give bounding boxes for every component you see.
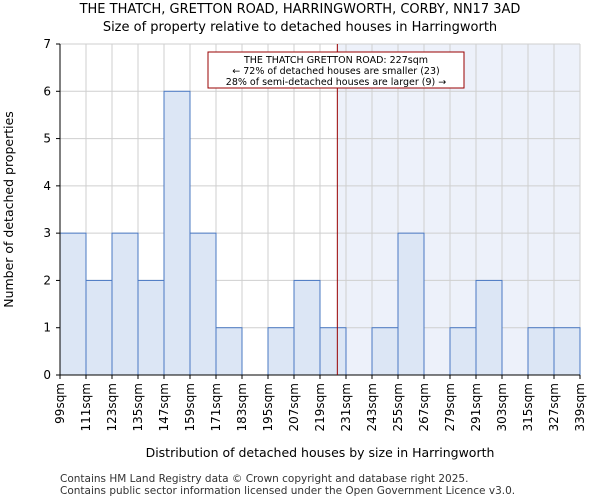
histogram-bar [85,279,113,376]
y-tick-label: 6 [43,84,51,98]
annotation-line: 28% of semi-detached houses are larger (… [226,77,446,88]
y-tick-label: 3 [43,226,51,240]
histogram-bar [59,232,87,376]
x-tick-label: 255sqm [391,383,405,431]
histogram-bar [449,327,477,376]
x-tick-label: 111sqm [79,383,93,431]
histogram-bar [163,90,191,376]
x-tick-label: 231sqm [339,383,353,431]
x-tick-label: 207sqm [287,383,301,431]
chart-title: THE THATCH, GRETTON ROAD, HARRINGWORTH, … [79,2,521,17]
histogram-bar [397,232,425,376]
x-tick-label: 243sqm [365,383,379,431]
annotation-line: ← 72% of detached houses are smaller (23… [232,66,439,77]
x-tick-label: 303sqm [495,383,509,431]
x-tick-label: 123sqm [105,383,119,431]
x-tick-label: 195sqm [261,383,275,431]
x-tick-label: 279sqm [443,383,457,431]
x-tick-label: 315sqm [521,383,535,431]
x-tick-label: 99sqm [53,383,67,424]
x-tick-label: 135sqm [131,383,145,431]
highlight-region [337,44,580,375]
chart-subtitle: Size of property relative to detached ho… [102,20,498,35]
y-tick-label: 4 [43,179,51,193]
x-tick-label: 267sqm [417,383,431,431]
x-axis-label: Distribution of detached houses by size … [146,445,495,460]
histogram-bar [111,232,139,376]
x-tick-label: 171sqm [209,383,223,431]
x-tick-label: 291sqm [469,383,483,431]
y-tick-label: 0 [43,368,51,382]
y-axis-label: Number of detached properties [1,111,16,308]
x-tick-label: 147sqm [157,383,171,431]
histogram-bar [371,327,399,376]
footer-attribution-2: Contains public sector information licen… [60,485,516,497]
histogram-bar [215,327,243,376]
x-tick-label: 327sqm [547,383,561,431]
histogram-bar [137,279,165,376]
footer-attribution-1: Contains HM Land Registry data © Crown c… [60,473,469,485]
y-tick-label: 2 [43,273,51,287]
histogram-bar [527,327,555,376]
histogram-bar [189,232,217,376]
annotation-line: THE THATCH GRETTON ROAD: 227sqm [243,55,428,66]
histogram-bar [319,327,347,376]
x-tick-label: 219sqm [313,383,327,431]
histogram-bar [553,327,581,376]
annotation-box [207,51,465,89]
histogram-bar [293,279,321,376]
histogram-bar [267,327,295,376]
y-tick-label: 7 [43,37,51,51]
x-tick-label: 159sqm [183,383,197,431]
x-tick-label: 183sqm [235,383,249,431]
y-tick-label: 5 [43,132,51,146]
histogram-bar [475,279,503,376]
y-tick-label: 1 [43,321,51,335]
x-tick-label: 339sqm [573,383,587,431]
